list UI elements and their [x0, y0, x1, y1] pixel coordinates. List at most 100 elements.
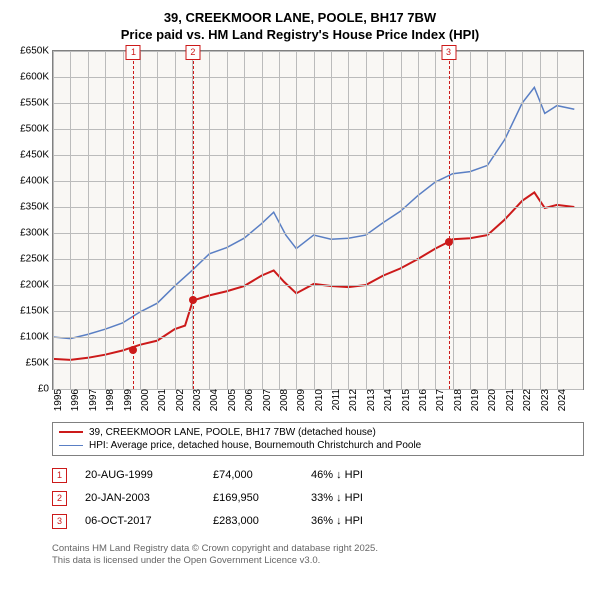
x-axis-label: 2015	[399, 389, 412, 411]
event-vline	[133, 51, 134, 389]
x-axis-label: 2012	[346, 389, 359, 411]
x-axis-label: 2000	[138, 389, 151, 411]
event-marker: 3	[441, 45, 456, 60]
footer-line2: This data is licensed under the Open Gov…	[52, 555, 590, 567]
event-table: 120-AUG-1999£74,00046% ↓ HPI220-JAN-2003…	[52, 464, 590, 533]
x-axis-label: 2024	[555, 389, 568, 411]
event-marker: 1	[126, 45, 141, 60]
legend: 39, CREEKMOOR LANE, POOLE, BH17 7BW (det…	[52, 422, 584, 456]
event-price: £74,000	[213, 469, 293, 481]
chart-title: 39, CREEKMOOR LANE, POOLE, BH17 7BW Pric…	[10, 10, 590, 44]
event-date: 20-AUG-1999	[85, 469, 195, 481]
gridline-v	[453, 51, 454, 389]
event-vline	[193, 51, 194, 389]
event-dot	[129, 346, 137, 354]
y-axis-label: £100K	[20, 331, 53, 342]
gridline-v	[123, 51, 124, 389]
x-axis-label: 2001	[155, 389, 168, 411]
x-axis-label: 2021	[503, 389, 516, 411]
event-delta: 33% ↓ HPI	[311, 492, 363, 504]
x-axis-label: 2017	[433, 389, 446, 411]
gridline-v	[435, 51, 436, 389]
x-axis-label: 2022	[520, 389, 533, 411]
event-box: 3	[52, 514, 67, 529]
gridline-v	[314, 51, 315, 389]
x-axis-label: 2003	[190, 389, 203, 411]
gridline-v	[140, 51, 141, 389]
event-row: 2 20-JAN-2003 £169,950 33% ↓ HPI	[52, 487, 590, 510]
gridline-v	[540, 51, 541, 389]
gridline-v	[279, 51, 280, 389]
gridline-v	[296, 51, 297, 389]
event-box: 1	[52, 468, 67, 483]
x-axis-label: 2010	[312, 389, 325, 411]
y-axis-label: £250K	[20, 253, 53, 264]
event-row: 120-AUG-1999£74,00046% ↓ HPI	[52, 464, 590, 487]
x-axis-label: 2014	[381, 389, 394, 411]
y-axis-label: £550K	[20, 97, 53, 108]
gridline-v	[366, 51, 367, 389]
gridline-v	[175, 51, 176, 389]
event-price: £169,950	[213, 492, 293, 504]
y-axis-label: £350K	[20, 201, 53, 212]
gridline-v	[522, 51, 523, 389]
gridline-v	[227, 51, 228, 389]
x-axis-label: 1996	[68, 389, 81, 411]
y-axis-label: £450K	[20, 149, 53, 160]
gridline-v	[157, 51, 158, 389]
gridline-v	[401, 51, 402, 389]
event-marker: 2	[185, 45, 200, 60]
x-axis-label: 2018	[451, 389, 464, 411]
x-axis-label: 2009	[294, 389, 307, 411]
gridline-v	[262, 51, 263, 389]
event-date: 20-JAN-2003	[85, 492, 195, 504]
event-dot	[445, 238, 453, 246]
event-price: £283,000	[213, 515, 293, 527]
legend-label: 39, CREEKMOOR LANE, POOLE, BH17 7BW (det…	[89, 427, 376, 438]
x-axis-label: 1997	[86, 389, 99, 411]
legend-row: HPI: Average price, detached house, Bour…	[59, 439, 577, 452]
gridline-v	[209, 51, 210, 389]
x-axis-label: 1998	[103, 389, 116, 411]
gridline-v	[487, 51, 488, 389]
footer-line1: Contains HM Land Registry data © Crown c…	[52, 543, 590, 555]
title-line2: Price paid vs. HM Land Registry's House …	[10, 27, 590, 44]
x-axis-label: 2007	[260, 389, 273, 411]
y-axis-label: £150K	[20, 305, 53, 316]
x-axis-label: 2016	[416, 389, 429, 411]
legend-swatch	[59, 445, 83, 446]
event-vline	[449, 51, 450, 389]
y-axis-label: £200K	[20, 279, 53, 290]
gridline-v	[557, 51, 558, 389]
event-delta: 36% ↓ HPI	[311, 515, 363, 527]
gridline-v	[383, 51, 384, 389]
gridline-v	[418, 51, 419, 389]
event-box: 2	[52, 491, 67, 506]
gridline-v	[105, 51, 106, 389]
legend-row: 39, CREEKMOOR LANE, POOLE, BH17 7BW (det…	[59, 426, 577, 439]
x-axis-label: 2013	[364, 389, 377, 411]
x-axis-label: 2008	[277, 389, 290, 411]
x-axis-label: 2005	[225, 389, 238, 411]
gridline-v	[88, 51, 89, 389]
x-axis-label: 2020	[485, 389, 498, 411]
x-axis-label: 2004	[207, 389, 220, 411]
event-row: 3 06-OCT-2017 £283,000 36% ↓ HPI	[52, 510, 590, 533]
legend-label: HPI: Average price, detached house, Bour…	[89, 440, 421, 451]
x-axis-label: 2023	[538, 389, 551, 411]
gridline-v	[505, 51, 506, 389]
gridline-v	[244, 51, 245, 389]
event-date: 06-OCT-2017	[85, 515, 195, 527]
y-axis-label: £500K	[20, 123, 53, 134]
gridline-v	[53, 51, 54, 389]
y-axis-label: £50K	[26, 357, 53, 368]
y-axis-label: £300K	[20, 227, 53, 238]
gridline-v	[70, 51, 71, 389]
legend-swatch	[59, 431, 83, 433]
x-axis-label: 2011	[329, 389, 342, 411]
plot-area: £0£50K£100K£150K£200K£250K£300K£350K£400…	[52, 50, 584, 390]
y-axis-label: £400K	[20, 175, 53, 186]
title-line1: 39, CREEKMOOR LANE, POOLE, BH17 7BW	[10, 10, 590, 27]
chart: £0£50K£100K£150K£200K£250K£300K£350K£400…	[52, 50, 584, 410]
gridline-v	[348, 51, 349, 389]
